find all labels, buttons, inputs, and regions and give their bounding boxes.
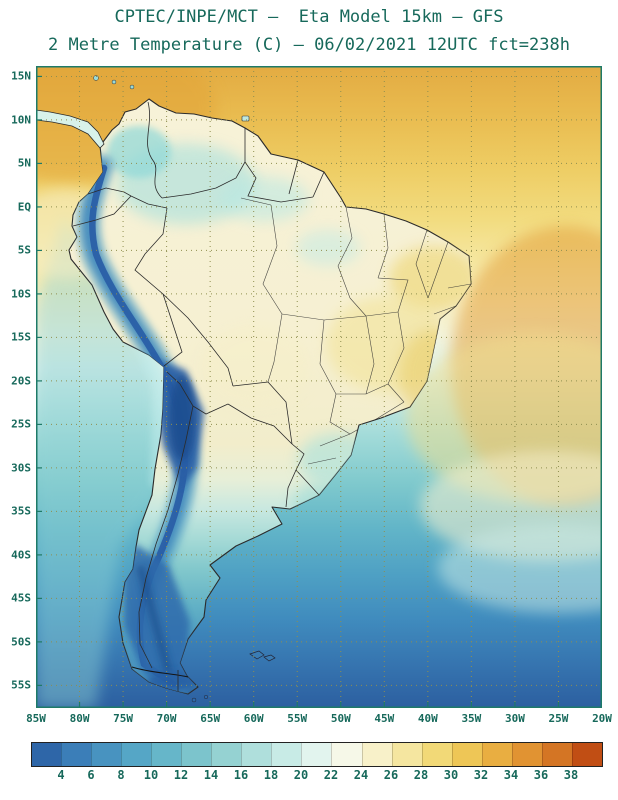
colorbar-cell — [271, 743, 302, 766]
lat-tick-label: 20S — [11, 374, 31, 388]
lat-tick-label: 5N — [17, 156, 31, 170]
map-title-line1: CPTEC/INPE/MCT – Eta Model 15km – GFS — [114, 7, 504, 27]
colorbar-cell — [421, 743, 452, 766]
colorbar-tick-label: 26 — [383, 768, 399, 782]
lat-tick-label: 15S — [11, 330, 31, 344]
colorbar-cell — [301, 743, 332, 766]
lon-tick-label: 50W — [330, 712, 351, 725]
colorbar — [31, 742, 603, 767]
colorbar-tick-label: 16 — [233, 768, 249, 782]
lon-tick-label: 20W — [592, 712, 612, 725]
map-area — [36, 66, 602, 708]
latlon-grid — [36, 66, 602, 708]
colorbar-cell — [391, 743, 422, 766]
lat-tick-label: 45S — [11, 591, 31, 605]
colorbar-cell — [91, 743, 122, 766]
colorbar-cell — [181, 743, 212, 766]
colorbar-tick-label: 18 — [263, 768, 279, 782]
land-temperature-patches — [107, 126, 471, 524]
colorbar-tick-label: 10 — [143, 768, 159, 782]
colorbar-cell — [61, 743, 92, 766]
colorbar-cell — [511, 743, 542, 766]
andes-cold-region — [75, 153, 413, 694]
map-frame — [36, 66, 602, 708]
lon-tick-label: 85W — [26, 712, 46, 725]
lon-tick-label: 40W — [417, 712, 438, 725]
colorbar-cell — [241, 743, 272, 766]
colorbar-cell — [361, 743, 392, 766]
colorbar-tick-label: 30 — [443, 768, 459, 782]
lon-tick-label: 55W — [287, 712, 308, 725]
colorbar-tick-label: 12 — [173, 768, 189, 782]
lon-tick-label: 70W — [156, 712, 177, 725]
colorbar-tick-label: 24 — [353, 768, 369, 782]
lon-tick-label: 30W — [504, 712, 525, 725]
colorbar-cell — [151, 743, 182, 766]
colorbar-tick-label: 4 — [57, 768, 65, 782]
colorbar-tick-label: 8 — [117, 768, 125, 782]
map-title-line2: 2 Metre Temperature (C) – 06/02/2021 12U… — [48, 35, 570, 55]
lat-tick-label: 40S — [11, 548, 31, 562]
colorbar-tick-label: 20 — [293, 768, 309, 782]
lon-tick-label: 65W — [200, 712, 221, 725]
colorbar-cell — [121, 743, 152, 766]
latitude-axis: 15N 10N 5N EQ 5S 10S 15S 20S 25S 30S 35S 40S 45S 50S 5… — [0, 66, 34, 708]
country-borders — [72, 101, 325, 693]
lat-tick-label: 10S — [11, 287, 31, 301]
state-borders — [240, 197, 471, 465]
colorbar-tick-label: 34 — [503, 768, 519, 782]
lat-tick-label: 30S — [11, 461, 31, 475]
lat-tick-label: 25S — [11, 417, 31, 431]
colorbar-cell — [451, 743, 482, 766]
colorbar-tick-label: 14 — [203, 768, 219, 782]
colorbar-tick-label: 32 — [473, 768, 489, 782]
lon-tick-label: 25W — [548, 712, 569, 725]
lat-tick-label: EQ — [17, 200, 31, 214]
axis-ticks — [36, 75, 602, 708]
colorbar-cell — [541, 743, 572, 766]
colorbar-cell — [571, 743, 602, 766]
lon-tick-label: 35W — [461, 712, 482, 725]
colorbar-tick-label: 6 — [87, 768, 95, 782]
colorbar-tick-label: 22 — [323, 768, 339, 782]
lat-tick-label: 35S — [11, 504, 31, 518]
lat-tick-label: 5S — [17, 243, 31, 257]
colorbar-cell — [211, 743, 242, 766]
lon-tick-label: 75W — [113, 712, 133, 725]
colorbar-cell — [32, 743, 62, 766]
lon-tick-label: 60W — [243, 712, 264, 725]
colorbar-cell — [481, 743, 512, 766]
lon-tick-label: 45W — [374, 712, 395, 725]
colorbar-cell — [331, 743, 362, 766]
lat-tick-label: 15N — [11, 69, 31, 83]
lon-tick-label: 80W — [69, 712, 90, 725]
longitude-axis: 85W 80W 75W 70W 65W 60W 55W 50W 45W 40W 35W 30W 25W 2… — [26, 712, 612, 726]
lat-tick-label: 50S — [11, 635, 31, 649]
colorbar-tick-label: 28 — [413, 768, 429, 782]
islands-and-straits — [36, 75, 276, 703]
colorbar-tick-label: 36 — [533, 768, 549, 782]
lat-tick-label: 10N — [11, 113, 31, 127]
map-canvas — [36, 66, 602, 708]
lat-tick-label: 55S — [11, 678, 31, 692]
colorbar-scale: 4 6 8 10 12 14 16 18 20 22 24 26 28 30 32 34 36 38 — [31, 768, 601, 784]
colorbar-tick-label: 38 — [563, 768, 579, 782]
